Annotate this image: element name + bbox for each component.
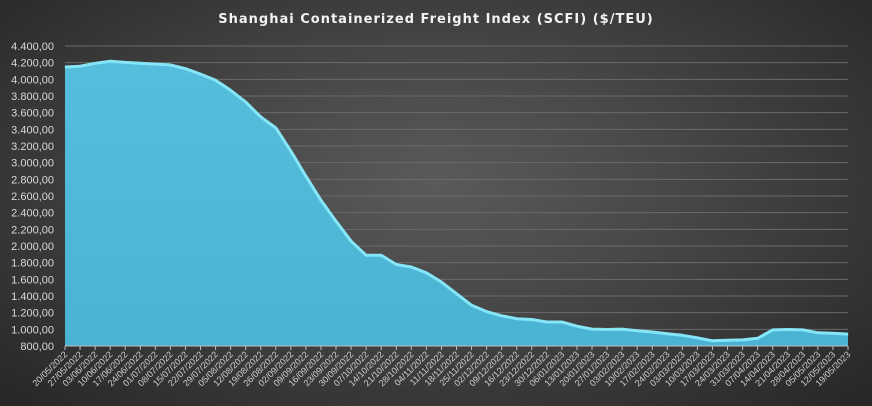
data-point bbox=[546, 321, 548, 323]
y-tick-label: 2.200,00 bbox=[11, 224, 54, 236]
data-point bbox=[260, 116, 262, 118]
data-point bbox=[124, 61, 126, 63]
data-point bbox=[425, 272, 427, 274]
data-point bbox=[139, 62, 141, 64]
data-point bbox=[711, 340, 713, 342]
y-tick-label: 1.800,00 bbox=[11, 258, 54, 270]
data-point bbox=[200, 73, 202, 75]
data-point bbox=[561, 321, 563, 323]
y-tick-label: 1.200,00 bbox=[11, 308, 54, 320]
data-point bbox=[787, 329, 789, 330]
y-tick-label: 1.000,00 bbox=[11, 324, 54, 336]
y-axis: 800,00 1.000,00 1.200,00 1.400,00 1.600,00 1.… bbox=[11, 41, 54, 353]
data-point bbox=[350, 240, 352, 242]
data-point bbox=[471, 304, 473, 306]
y-tick-label: 800,00 bbox=[20, 341, 54, 353]
data-point bbox=[215, 79, 217, 81]
data-point bbox=[154, 63, 156, 65]
data-point bbox=[696, 337, 698, 339]
data-point bbox=[380, 254, 382, 256]
series-area-fill bbox=[65, 60, 848, 346]
data-point bbox=[184, 68, 186, 70]
data-point bbox=[169, 64, 171, 66]
data-point bbox=[531, 319, 533, 320]
y-tick-label: 3.200,00 bbox=[11, 141, 54, 153]
y-tick-label: 1.600,00 bbox=[11, 274, 54, 286]
chart-title: Shanghai Containerized Freight Index (SC… bbox=[218, 12, 653, 27]
data-point bbox=[576, 325, 578, 327]
y-tick-label: 2.000,00 bbox=[11, 241, 54, 253]
data-point bbox=[94, 62, 96, 64]
data-point bbox=[591, 328, 593, 330]
data-point bbox=[275, 127, 277, 129]
y-tick-label: 3.800,00 bbox=[11, 91, 54, 103]
x-axis: 20/05/202227/05/202203/06/202210/06/2022… bbox=[30, 345, 852, 388]
y-tick-label: 4.200,00 bbox=[11, 58, 54, 70]
data-point bbox=[621, 328, 623, 330]
data-point bbox=[410, 266, 412, 268]
data-point bbox=[486, 311, 488, 313]
y-tick-label: 1.400,00 bbox=[11, 291, 54, 303]
y-tick-label: 2.400,00 bbox=[11, 208, 54, 220]
data-point bbox=[847, 333, 849, 335]
data-point bbox=[64, 66, 66, 68]
y-tick-label: 4.400,00 bbox=[11, 41, 54, 53]
data-point bbox=[305, 175, 307, 177]
data-point bbox=[501, 315, 503, 317]
data-point bbox=[516, 318, 518, 320]
data-point bbox=[456, 293, 457, 295]
data-point bbox=[742, 339, 744, 341]
data-point bbox=[772, 329, 774, 331]
data-point bbox=[606, 329, 608, 330]
data-point bbox=[832, 332, 834, 334]
data-point bbox=[320, 199, 322, 201]
data-point bbox=[651, 331, 653, 333]
data-point bbox=[757, 337, 759, 339]
data-point bbox=[395, 264, 397, 265]
y-tick-label: 4.000,00 bbox=[11, 74, 54, 86]
data-point bbox=[365, 254, 367, 256]
data-point bbox=[817, 332, 819, 334]
data-point bbox=[440, 281, 442, 283]
data-point bbox=[79, 65, 81, 67]
series-area bbox=[64, 59, 849, 346]
data-point bbox=[109, 60, 111, 62]
y-tick-label: 2.600,00 bbox=[11, 191, 54, 203]
data-point bbox=[727, 339, 729, 341]
data-point bbox=[230, 89, 232, 91]
y-tick-label: 3.600,00 bbox=[11, 108, 54, 120]
data-point bbox=[335, 220, 337, 222]
y-tick-label: 2.800,00 bbox=[11, 174, 54, 186]
data-point bbox=[681, 334, 683, 336]
y-tick-label: 3.400,00 bbox=[11, 124, 54, 136]
data-point bbox=[290, 150, 292, 152]
data-point bbox=[245, 101, 247, 103]
data-point bbox=[636, 330, 638, 332]
data-point bbox=[802, 329, 804, 331]
y-tick-label: 3.000,00 bbox=[11, 158, 54, 170]
data-point bbox=[666, 333, 668, 335]
